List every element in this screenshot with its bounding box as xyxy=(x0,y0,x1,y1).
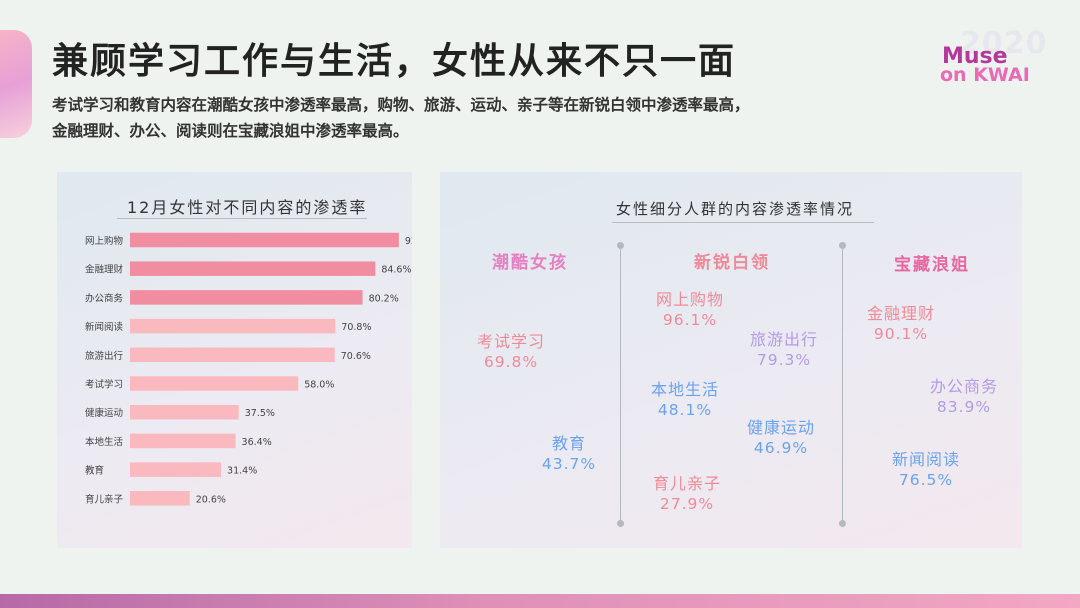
muse-on-kwai-logo: 2020 Muse on KWAI xyxy=(938,26,1048,86)
segment-item-label: 健康运动 xyxy=(746,418,815,437)
bar xyxy=(130,347,335,363)
segment-item-label: 金融理财 xyxy=(866,304,935,323)
logo-year: 2020 xyxy=(960,26,1048,61)
bar-chart-panel: 12月女性对不同内容的渗透率 网上购物 92.7% 金融理财 84.6% 办公商务 80.… xyxy=(57,172,412,548)
bar-category-label: 新闻阅读 xyxy=(85,321,124,333)
segment-item-value: 76.5% xyxy=(898,471,954,489)
segment-item-label: 网上购物 xyxy=(655,290,724,309)
segment-item-value: 46.9% xyxy=(753,439,809,457)
corner-decoration xyxy=(0,30,32,138)
bar-value-label: 70.8% xyxy=(341,322,371,333)
segment-item-value: 48.1% xyxy=(657,401,713,419)
bar-category-label: 网上购物 xyxy=(85,235,124,247)
segment-item-value: 83.9% xyxy=(936,398,992,416)
bar xyxy=(130,491,190,506)
segment-item-value: 43.7% xyxy=(541,455,597,473)
segment-item-label: 旅游出行 xyxy=(749,330,818,349)
bar-chart-title-underline xyxy=(117,218,367,219)
segment-item-value: 79.3% xyxy=(756,351,812,369)
page-title: 兼顾学习工作与生活，女性从来不只一面 xyxy=(52,41,737,82)
group-title-xinrui: 新锐白领 xyxy=(694,253,770,273)
bar-category-label: 教育 xyxy=(85,465,104,477)
segment-item-label: 教育 xyxy=(551,434,586,453)
segment-item-value: 96.1% xyxy=(662,311,718,329)
column-divider-1 xyxy=(617,242,624,527)
segment-item: 网上购物 96.1% xyxy=(625,290,755,330)
subtitle: 考试学习和教育内容在潮酷女孩中渗透率最高，购物、旅游、运动、亲子等在新锐白领中渗… xyxy=(52,92,912,144)
segment-panel: 女性细分人群的内容渗透率情况 潮酷女孩 新锐白领 宝藏浪姐 考试学习 69.8%… xyxy=(440,172,1022,548)
subtitle-line-1: 考试学习和教育内容在潮酷女孩中渗透率最高，购物、旅游、运动、亲子等在新锐白领中渗… xyxy=(52,96,750,114)
segment-item: 教育 43.7% xyxy=(504,434,634,474)
segment-item: 新闻阅读 76.5% xyxy=(861,450,991,490)
bar-chart: 网上购物 92.7% 金融理财 84.6% 办公商务 80.2% 新闻阅读 70.8% 旅游出行… xyxy=(85,232,412,506)
bar-value-label: 31.4% xyxy=(227,466,257,477)
segment-item-value: 90.1% xyxy=(873,325,929,343)
segment-panel-title: 女性细分人群的内容渗透率情况 xyxy=(615,200,854,218)
bar-category-label: 金融理财 xyxy=(85,264,124,276)
bar-value-label: 20.6% xyxy=(196,494,226,505)
bar-value-label: 36.4% xyxy=(242,437,272,448)
segment-item-label: 育儿亲子 xyxy=(652,474,721,493)
bar xyxy=(130,232,399,248)
bar xyxy=(130,433,236,449)
bar-value-label: 92.7% xyxy=(405,236,412,247)
bar-chart-title: 12月女性对不同内容的渗透率 xyxy=(127,198,368,217)
bar xyxy=(130,318,336,334)
bar xyxy=(130,376,299,391)
segment-item: 育儿亲子 27.9% xyxy=(622,474,752,514)
bar-value-label: 70.6% xyxy=(341,351,371,362)
segment-item-label: 考试学习 xyxy=(476,332,545,351)
segment-panel-title-underline xyxy=(612,222,874,223)
segment-item: 金融理财 90.1% xyxy=(836,304,966,344)
segment-item: 旅游出行 79.3% xyxy=(719,330,849,370)
segment-item-value: 69.8% xyxy=(483,353,539,371)
bar-value-label: 58.0% xyxy=(304,380,334,391)
bar-value-label: 37.5% xyxy=(245,408,275,419)
segment-item-label: 办公商务 xyxy=(929,377,998,396)
segment-item-label: 本地生活 xyxy=(650,380,719,399)
segment-item-value: 27.9% xyxy=(659,495,715,513)
column-divider-2 xyxy=(839,242,846,527)
group-title-chaoku: 潮酷女孩 xyxy=(492,253,568,273)
group-title-baozang: 宝藏浪姐 xyxy=(894,255,970,275)
logo-muse: Muse xyxy=(942,44,1008,69)
bar xyxy=(130,261,376,276)
bottom-gradient-band xyxy=(0,594,1080,608)
segment-item: 本地生活 48.1% xyxy=(620,380,750,420)
bar-category-label: 旅游出行 xyxy=(85,350,124,362)
logo-kwai: on KWAI xyxy=(940,64,1030,86)
bar xyxy=(130,462,222,477)
segment-item: 健康运动 46.9% xyxy=(716,418,846,458)
bar-category-label: 健康运动 xyxy=(85,407,123,419)
bar xyxy=(130,290,363,305)
bar-category-label: 考试学习 xyxy=(85,379,123,391)
segment-item: 考试学习 69.8% xyxy=(446,332,576,372)
bar xyxy=(130,404,239,420)
bar-category-label: 办公商务 xyxy=(85,292,124,304)
bar-category-label: 育儿亲子 xyxy=(85,493,124,505)
subtitle-line-2: 金融理财、办公、阅读则在宝藏浪姐中渗透率最高。 xyxy=(52,122,409,140)
segment-item-label: 新闻阅读 xyxy=(891,450,960,469)
bar-category-label: 本地生活 xyxy=(85,436,124,448)
segment-item: 办公商务 83.9% xyxy=(899,377,1029,417)
bar-value-label: 84.6% xyxy=(381,265,411,276)
bar-value-label: 80.2% xyxy=(369,293,399,304)
